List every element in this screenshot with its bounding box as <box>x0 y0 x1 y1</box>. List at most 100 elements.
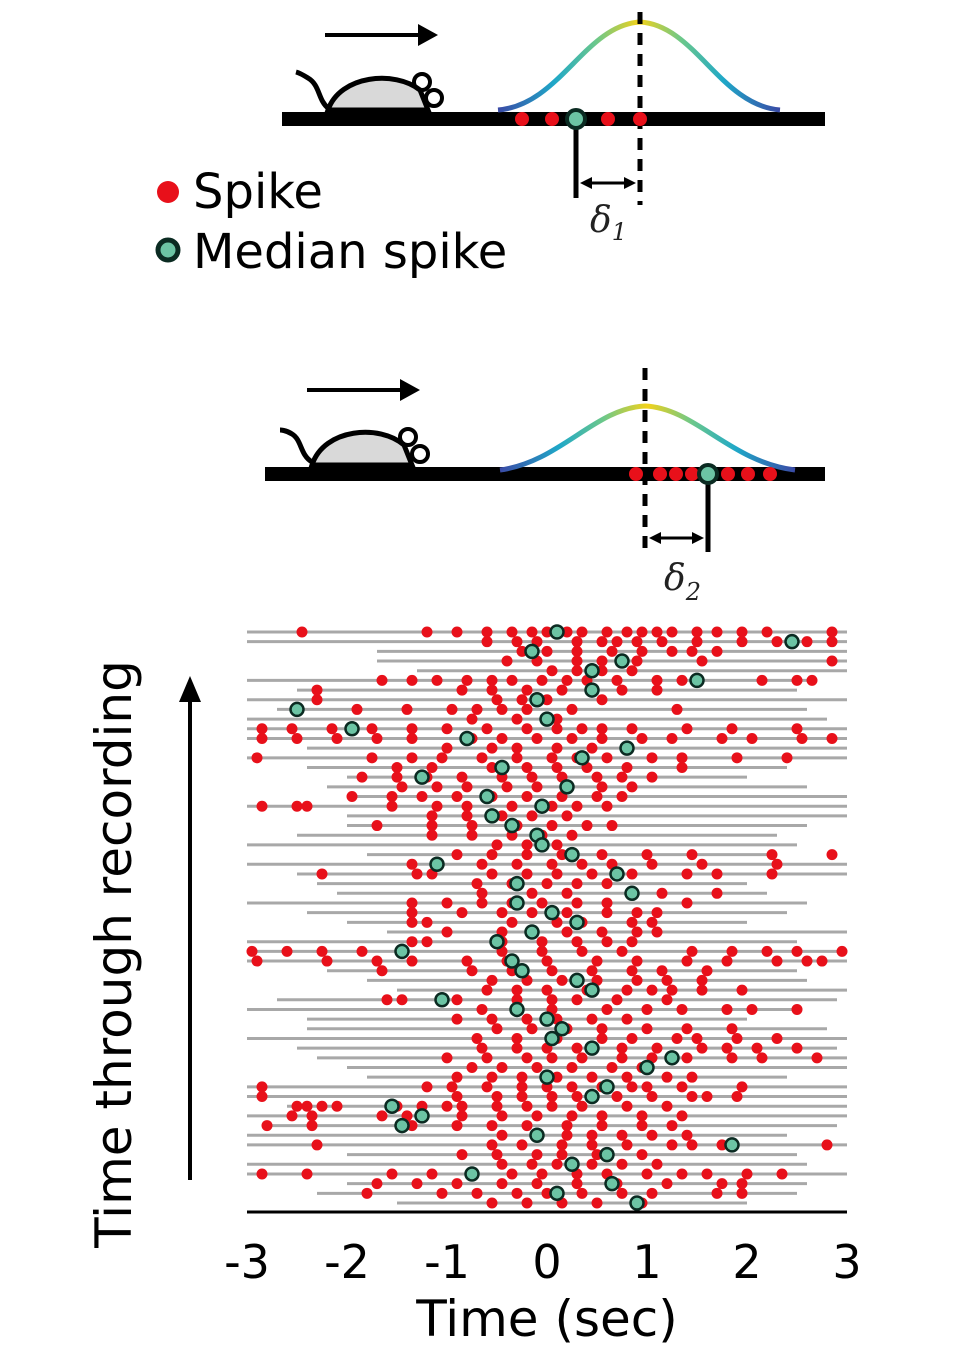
spike-point <box>801 955 813 967</box>
median-spike-point <box>489 933 505 950</box>
spike-point <box>796 732 808 744</box>
spike-point <box>426 829 438 841</box>
median-spike-point <box>289 701 305 718</box>
spike-point <box>451 1071 463 1083</box>
spike-point <box>676 1110 688 1122</box>
spike-point <box>456 1100 468 1112</box>
spike-point <box>406 897 418 909</box>
spike-point <box>811 1052 823 1064</box>
spike-point <box>666 645 678 657</box>
spike-point <box>586 1158 598 1170</box>
spike-point <box>641 1003 653 1015</box>
spike-point <box>316 945 328 957</box>
spike-point <box>441 1052 453 1064</box>
spike-point <box>511 984 523 996</box>
spike-point <box>476 1003 488 1015</box>
median-spike-point <box>609 866 625 882</box>
spike-point <box>486 1139 498 1151</box>
spike-point <box>311 684 323 696</box>
spike-point <box>631 926 643 938</box>
spike-point <box>601 907 613 919</box>
spike-point <box>631 955 643 967</box>
spike-point <box>291 1100 303 1112</box>
spike-point <box>826 655 838 667</box>
spike-point <box>511 752 523 764</box>
spike-point <box>676 1081 688 1093</box>
spike-point <box>376 674 388 686</box>
spike-point <box>611 1091 623 1103</box>
spike-point <box>481 723 493 735</box>
spike-point <box>676 761 688 773</box>
spike-point <box>541 878 553 890</box>
spike-point <box>711 645 723 657</box>
spike-point <box>736 636 748 648</box>
median-spike-point <box>429 856 445 873</box>
mouse-icon <box>279 427 430 468</box>
median-spike-point <box>724 1137 740 1153</box>
spike-point <box>596 849 608 861</box>
spike-point <box>576 626 588 638</box>
median-spike-point <box>504 817 520 834</box>
x-tick-label: -2 <box>324 1235 370 1289</box>
spike-point <box>666 732 678 744</box>
spike-point <box>641 1023 653 1035</box>
spike-point <box>556 974 568 986</box>
median-spike-point <box>344 721 360 737</box>
median-spike-point <box>584 1040 600 1056</box>
spike-point <box>251 955 263 967</box>
spike-point <box>591 955 603 967</box>
spike-point <box>516 1071 528 1083</box>
spike-point <box>586 868 598 880</box>
median-spike-point <box>414 769 430 785</box>
median-spike-point <box>524 643 540 660</box>
spike-point <box>691 626 703 638</box>
x-tick-label: -3 <box>224 1235 270 1289</box>
x-tick-label: 3 <box>832 1235 861 1289</box>
spike-point <box>406 916 418 928</box>
spike-point <box>466 820 478 832</box>
spike-point <box>466 829 478 841</box>
spike-point <box>681 1023 693 1035</box>
spike-point <box>521 1013 533 1025</box>
spike-point <box>816 955 828 967</box>
median-spike-point <box>509 895 525 911</box>
spike-point <box>601 897 613 909</box>
spike-point <box>496 1178 508 1190</box>
spike-point <box>411 1178 423 1190</box>
spike-point <box>731 1032 743 1044</box>
spike-point <box>486 868 498 880</box>
spike-point <box>471 703 483 715</box>
spike-point <box>471 1187 483 1199</box>
spike-point <box>441 742 453 754</box>
spike-point <box>561 887 573 899</box>
spike-point <box>556 1139 568 1151</box>
spike-point <box>401 703 413 715</box>
spike-point <box>701 965 713 977</box>
x-tick-labels: -3 -2 -1 0 1 2 3 <box>224 1235 862 1289</box>
spike-point <box>451 1178 463 1190</box>
spike-point <box>506 626 518 638</box>
spike-point <box>406 907 418 919</box>
spike-point <box>771 636 783 648</box>
delta1-label: δ1 <box>590 200 627 246</box>
spike-point <box>471 878 483 890</box>
x-tick-label: 1 <box>632 1235 661 1289</box>
spike-point <box>421 936 433 948</box>
spike-point <box>471 1032 483 1044</box>
spike-point <box>596 636 608 648</box>
spike-point <box>451 1013 463 1025</box>
spike-point <box>506 800 518 812</box>
spike-point <box>521 1197 533 1209</box>
spike-point <box>736 984 748 996</box>
spike-point <box>631 655 643 667</box>
spike-point <box>556 1149 568 1161</box>
spike-point <box>326 723 338 735</box>
spike-point <box>606 645 618 657</box>
spike-point <box>626 965 638 977</box>
delta2-label: δ2 <box>664 558 701 606</box>
spike-point <box>716 1139 728 1151</box>
spike-point <box>316 1100 328 1112</box>
spike-point <box>771 955 783 967</box>
spike-point <box>476 887 488 899</box>
spike-point <box>646 1187 658 1199</box>
